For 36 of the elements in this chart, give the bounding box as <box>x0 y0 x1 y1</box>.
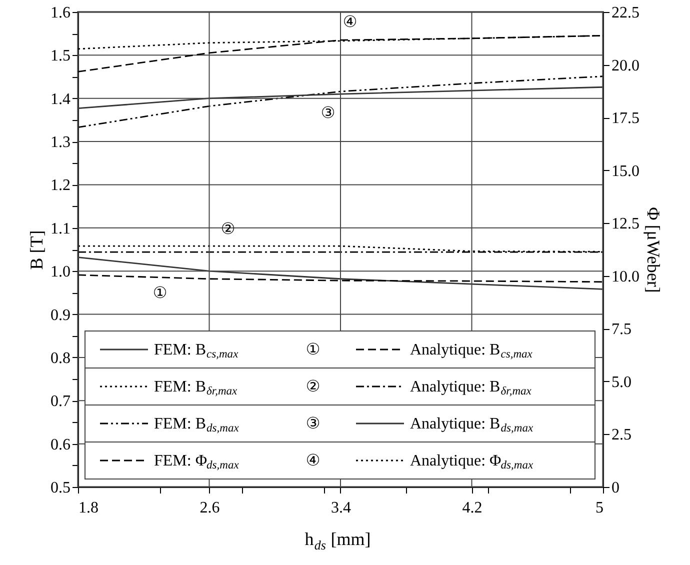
y2-tick-label: 7.5 <box>612 321 632 338</box>
y-tick-label: 0.9 <box>50 306 70 324</box>
x-tick-label: 1.8 <box>78 500 98 516</box>
text: ③ <box>306 414 320 432</box>
x-tick-label: 4.2 <box>462 500 482 516</box>
y2-tick-label: 22.5 <box>612 4 640 22</box>
y2-tick-label: 5.0 <box>612 374 632 391</box>
annotation: ① <box>152 283 168 302</box>
y2-tick-label: 10.0 <box>612 268 640 286</box>
y2-axis-title: Φ [μWeber] <box>644 207 664 293</box>
y-axis-title: B [T] <box>26 230 46 270</box>
x-tick-label: 3.4 <box>331 500 351 516</box>
y-tick-label: 1.5 <box>50 48 70 65</box>
y-tick-label: 1.6 <box>50 4 70 22</box>
text: ① <box>306 340 320 358</box>
text: ② <box>306 376 320 396</box>
x-tick-label: 2.6 <box>200 500 220 516</box>
annotation: ③ <box>320 103 336 122</box>
x-tick-label: 5 <box>596 500 604 516</box>
y2-tick-label: 15.0 <box>612 162 640 180</box>
y2-tick-label: 20.0 <box>612 57 640 74</box>
y-tick-label: 1.1 <box>50 220 70 238</box>
y-tick-label: 0.7 <box>50 393 70 410</box>
y-tick-label: 1.3 <box>50 134 70 152</box>
y-tick-label: 0.8 <box>50 350 70 367</box>
y-tick-label: 1.4 <box>50 90 70 108</box>
y-tick-label: 0.5 <box>50 480 70 496</box>
text: ④ <box>306 450 320 470</box>
y-tick-label: 1.0 <box>50 264 70 281</box>
y2-tick-label: 17.5 <box>612 110 640 128</box>
annotation: ④ <box>342 12 358 31</box>
y2-tick-label: 0 <box>612 480 620 496</box>
y2-tick-label: 2.5 <box>612 426 632 444</box>
y2-tick-label: 12.5 <box>612 216 640 233</box>
y-tick-label: 0.6 <box>50 436 70 454</box>
y-tick-label: 1.2 <box>50 177 70 194</box>
